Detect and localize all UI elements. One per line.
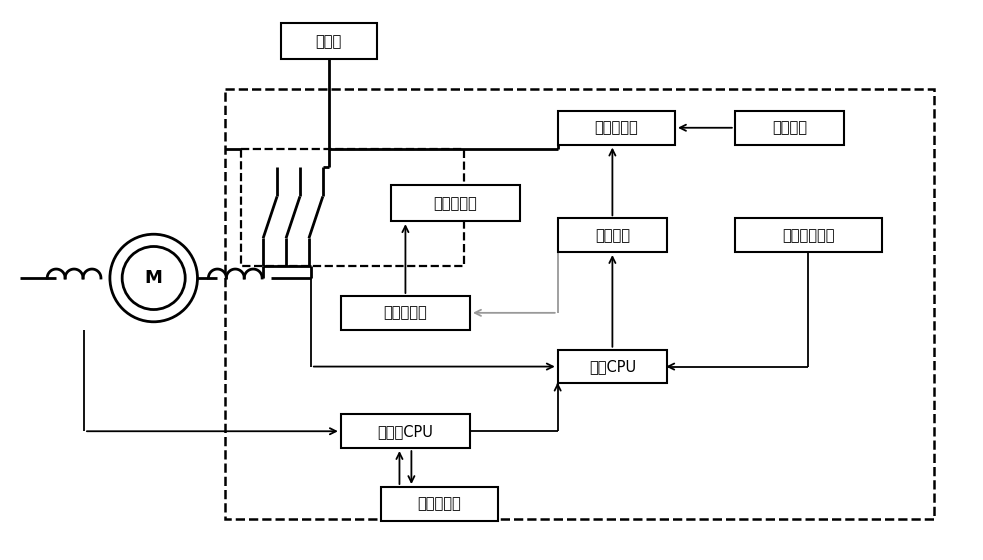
Bar — [225, 89, 934, 519]
Text: 同步信号采集: 同步信号采集 — [782, 228, 835, 242]
Text: 控制器CPU: 控制器CPU — [377, 424, 434, 438]
Bar — [241, 148, 464, 266]
Text: 显示和键盘: 显示和键盘 — [418, 496, 461, 511]
Bar — [557, 218, 667, 252]
Text: 触发驱动: 触发驱动 — [595, 228, 630, 242]
Text: 进退相控制: 进退相控制 — [383, 305, 428, 320]
Text: 主板CPU: 主板CPU — [589, 359, 636, 374]
Bar — [380, 487, 498, 521]
Bar — [341, 414, 470, 448]
Circle shape — [122, 246, 185, 310]
Bar — [734, 111, 844, 144]
Bar — [390, 185, 520, 221]
Bar — [341, 296, 470, 330]
Text: 可控硅组件: 可控硅组件 — [595, 120, 638, 136]
Text: M: M — [145, 269, 162, 287]
Bar — [557, 111, 675, 144]
Text: 进退相机构: 进退相机构 — [434, 196, 477, 211]
Bar — [734, 218, 882, 252]
Bar — [557, 349, 667, 384]
Bar — [281, 24, 376, 59]
Circle shape — [110, 234, 198, 322]
Text: 起动器: 起动器 — [316, 34, 342, 49]
Text: 补偿电源: 补偿电源 — [772, 120, 807, 136]
